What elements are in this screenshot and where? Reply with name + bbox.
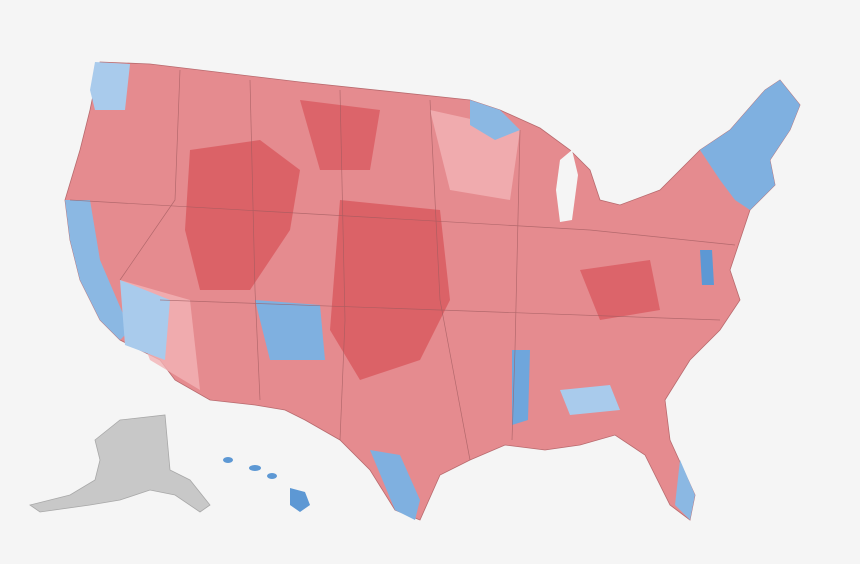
blue-region — [512, 350, 530, 425]
blue-region — [90, 62, 130, 110]
hawaii-island — [267, 473, 277, 479]
hawaii-island — [290, 488, 310, 512]
blue-region — [470, 100, 520, 140]
blue-region — [370, 450, 420, 520]
blue-region — [700, 250, 714, 285]
blue-region — [255, 300, 325, 360]
state-borders — [69, 69, 736, 461]
blue-region — [65, 200, 130, 340]
dark-red-region — [330, 200, 450, 380]
dark-red-region — [185, 140, 300, 290]
dark-red-region — [580, 260, 660, 320]
blue-region — [700, 80, 800, 210]
alaska — [29, 414, 211, 513]
lake — [556, 150, 578, 222]
blue-region — [675, 460, 695, 520]
blue-region — [120, 280, 170, 360]
dark-red-region — [300, 100, 380, 170]
hawaii-island — [249, 465, 261, 471]
hawaii-island — [223, 457, 233, 463]
blue-region — [560, 385, 620, 415]
